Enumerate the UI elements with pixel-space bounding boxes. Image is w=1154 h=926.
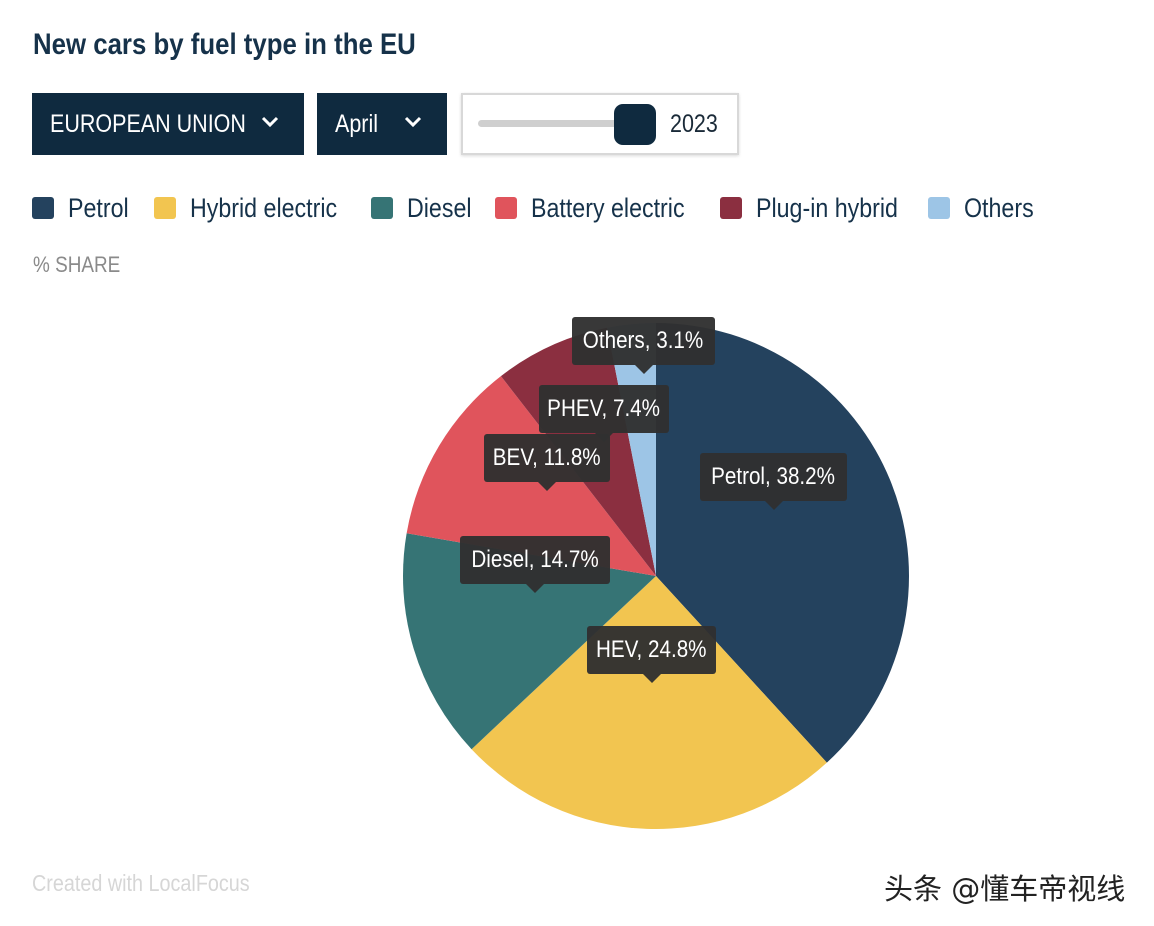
year-slider-value: 2023 <box>670 110 718 138</box>
year-slider-track[interactable] <box>478 120 628 127</box>
legend-item-diesel[interactable]: Diesel <box>371 190 482 226</box>
legend-label: Hybrid electric <box>190 192 338 223</box>
watermark: 头条 @懂车帝视线 <box>884 872 1126 906</box>
created-with-credit[interactable]: Created with LocalFocus <box>32 870 250 896</box>
pie-label-diesel: Diesel, 14.7% <box>460 536 610 593</box>
pie-label-text: Diesel, 14.7% <box>471 546 599 573</box>
legend-label: Plug-in hybrid <box>756 192 898 223</box>
legend-label: Petrol <box>68 192 129 223</box>
month-dropdown[interactable]: April <box>317 93 447 155</box>
legend-swatch <box>720 197 742 219</box>
legend-item-petrol[interactable]: Petrol <box>32 190 139 226</box>
legend-swatch <box>154 197 176 219</box>
legend-item-battery-electric[interactable]: Battery electric <box>495 190 710 226</box>
legend-label: Battery electric <box>531 192 685 223</box>
pie-label-text: BEV, 11.8% <box>493 444 601 471</box>
legend-swatch <box>495 197 517 219</box>
pie-label-hev: HEV, 24.8% <box>587 626 716 683</box>
pie-label-bev: BEV, 11.8% <box>484 434 610 491</box>
legend-label: Diesel <box>407 192 472 223</box>
pie-slice-hev[interactable] <box>471 576 827 829</box>
chart-title: New cars by fuel type in the EU <box>33 28 416 61</box>
pie-label-text: Petrol, 38.2% <box>711 463 836 490</box>
region-dropdown-label: EUROPEAN UNION <box>50 109 246 138</box>
year-slider: 2023 <box>461 93 739 155</box>
pie-slice-diesel[interactable] <box>403 533 656 750</box>
legend-swatch <box>928 197 950 219</box>
pie-label-text: HEV, 24.8% <box>596 636 707 663</box>
month-dropdown-label: April <box>335 109 379 138</box>
pie-label-petrol: Petrol, 38.2% <box>700 453 847 510</box>
axis-unit-label: % SHARE <box>33 252 121 277</box>
legend-label: Others <box>964 192 1034 223</box>
pie-slice-petrol[interactable] <box>656 323 910 763</box>
region-dropdown[interactable]: EUROPEAN UNION <box>32 93 304 155</box>
year-slider-handle[interactable] <box>614 104 656 145</box>
legend-item-plug-in-hybrid[interactable]: Plug-in hybrid <box>720 190 921 226</box>
chevron-down-icon <box>404 116 422 128</box>
pie-label-text: PHEV, 7.4% <box>547 395 661 422</box>
legend-item-others[interactable]: Others <box>928 190 1045 226</box>
pie-label-phev: PHEV, 7.4% <box>539 385 669 442</box>
chevron-down-icon <box>261 116 279 128</box>
legend-swatch <box>32 197 54 219</box>
pie-label-others: Others, 3.1% <box>572 317 715 374</box>
legend-swatch <box>371 197 393 219</box>
pie-label-text: Others, 3.1% <box>583 327 704 354</box>
legend-item-hybrid-electric[interactable]: Hybrid electric <box>154 190 361 226</box>
